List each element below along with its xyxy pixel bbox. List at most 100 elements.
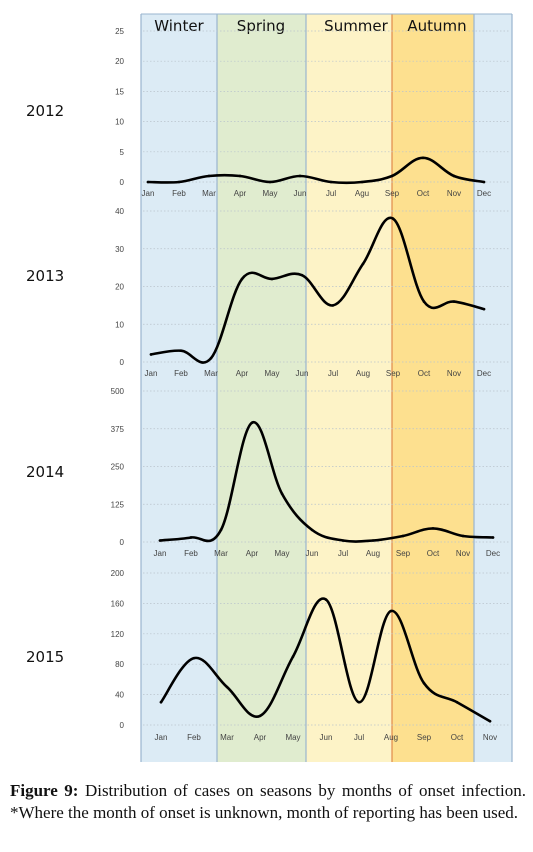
x-tick-label: Jan [145, 369, 158, 378]
data-point-feb [189, 536, 193, 539]
x-tick-label: Jul [354, 733, 364, 742]
y-tick-label: 500 [111, 387, 125, 396]
x-tick-label: Dec [477, 189, 491, 198]
x-tick-label: Agu [355, 189, 369, 198]
x-tick-label: Mar [202, 189, 216, 198]
y-tick-label: 0 [120, 721, 125, 730]
data-point-mar [219, 528, 223, 532]
data-point-jan [149, 353, 153, 356]
data-point-oct [431, 527, 435, 530]
data-point-nov [452, 300, 456, 303]
y-tick-label: 20 [115, 283, 124, 292]
x-tick-label: Jun [320, 733, 333, 742]
y-tick-label: 25 [115, 27, 124, 36]
data-point-feb [179, 349, 183, 352]
x-tick-label: Oct [417, 189, 430, 198]
data-point-jun [300, 273, 304, 277]
data-point-jul [331, 304, 335, 307]
data-point-mar [225, 685, 229, 689]
season-label-spring: Spring [237, 17, 285, 35]
figure-caption: Figure 9: Distribution of cases on seaso… [10, 780, 526, 824]
x-tick-label: Apr [254, 733, 267, 742]
x-tick-label: Feb [184, 549, 198, 558]
x-tick-label: Mar [214, 549, 228, 558]
data-point-dec [491, 536, 495, 539]
x-tick-label: Apr [234, 189, 247, 198]
x-tick-label: May [264, 369, 279, 378]
data-point-oct [421, 156, 425, 160]
data-point-apr [258, 714, 262, 718]
y-tick-label: 120 [111, 630, 125, 639]
data-point-mar [209, 356, 213, 360]
x-tick-label: May [285, 733, 300, 742]
data-point-agu [360, 180, 364, 184]
data-point-feb [192, 656, 196, 660]
x-tick-label: Feb [187, 733, 201, 742]
season-label-summer: Summer [324, 17, 388, 35]
season-band [306, 14, 392, 762]
x-tick-label: Jun [296, 369, 309, 378]
x-tick-label: Apr [236, 369, 249, 378]
data-point-jan [158, 539, 162, 542]
data-point-dec [482, 307, 486, 311]
season-label-winter: Winter [154, 17, 204, 35]
data-point-oct [455, 700, 459, 704]
y-tick-label: 40 [115, 207, 124, 216]
data-point-oct [422, 300, 426, 303]
data-point-jun [298, 174, 302, 178]
y-tick-label: 20 [115, 57, 124, 66]
x-tick-label: Nov [447, 189, 461, 198]
season-label-autumn: Autumn [407, 17, 466, 35]
season-bands [140, 13, 513, 762]
data-point-jan [146, 180, 150, 184]
data-point-sep [422, 681, 426, 685]
data-point-aug [361, 262, 365, 266]
data-point-jan [159, 700, 163, 704]
x-tick-label: Feb [172, 189, 186, 198]
data-point-apr [238, 174, 242, 178]
data-point-aug [389, 609, 393, 613]
x-tick-label: Jul [326, 189, 336, 198]
season-band [141, 14, 217, 762]
x-tick-label: Dec [477, 369, 491, 378]
x-tick-label: Jan [155, 733, 168, 742]
y-tick-label: 160 [111, 599, 125, 608]
data-point-may [268, 180, 272, 184]
season-band [392, 14, 474, 762]
x-tick-label: Aug [366, 549, 380, 558]
x-tick-label: May [262, 189, 277, 198]
x-tick-label: May [274, 549, 289, 558]
data-point-jul [341, 539, 345, 542]
data-point-nov [461, 534, 465, 538]
x-tick-label: Dec [486, 549, 500, 558]
series-line [159, 597, 492, 723]
y-tick-label: 40 [115, 691, 124, 700]
y-tick-label: 250 [111, 463, 125, 472]
data-point-aug [371, 539, 375, 542]
panel-title: 2014 [26, 463, 64, 481]
data-point-jul [329, 180, 333, 184]
x-tick-label: Feb [174, 369, 188, 378]
y-tick-label: 0 [120, 178, 125, 187]
season-labels: Winter Spring Summer Autumn [154, 17, 466, 35]
data-point-may [270, 277, 274, 281]
x-tick-label: Nov [447, 369, 461, 378]
x-tick-label: Oct [451, 733, 464, 742]
panel-2015: 2015 0 40 80 120 160 200 Jan Feb Mar Apr May Jun Jul A… [26, 569, 510, 742]
data-point-nov [452, 174, 456, 178]
x-tick-label: Jul [328, 369, 338, 378]
x-tick-label: Jul [338, 549, 348, 558]
y-tick-label: 10 [115, 320, 124, 329]
x-tick-label: Oct [418, 369, 431, 378]
x-tick-label: Jan [142, 189, 155, 198]
x-tick-label: Sep [386, 369, 401, 378]
y-tick-label: 80 [115, 660, 124, 669]
data-point-mar [207, 174, 211, 178]
x-tick-label: Sep [385, 189, 400, 198]
series-line [146, 156, 486, 185]
y-tick-label: 200 [111, 569, 125, 578]
x-tick-label: Apr [246, 549, 259, 558]
data-point-apr [240, 277, 244, 281]
panel-2014: 2014 0 125 250 375 500 Jan Feb Mar Apr May Jun Jul Au… [26, 387, 510, 558]
